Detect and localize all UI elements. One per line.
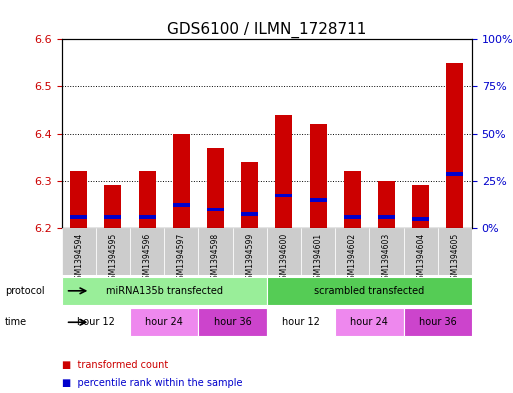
FancyBboxPatch shape: [335, 228, 369, 275]
FancyBboxPatch shape: [404, 308, 472, 336]
Bar: [446, 172, 463, 176]
Text: GSM1394601: GSM1394601: [313, 233, 323, 284]
FancyBboxPatch shape: [267, 277, 472, 305]
Text: GSM1394602: GSM1394602: [348, 233, 357, 284]
Text: GSM1394603: GSM1394603: [382, 233, 391, 284]
Bar: [139, 215, 155, 219]
FancyBboxPatch shape: [199, 308, 267, 336]
FancyBboxPatch shape: [335, 308, 404, 336]
FancyBboxPatch shape: [232, 228, 267, 275]
Bar: [309, 124, 327, 228]
Bar: [70, 215, 87, 219]
FancyBboxPatch shape: [130, 308, 199, 336]
Text: GSM1394595: GSM1394595: [108, 233, 117, 284]
Bar: [309, 198, 327, 202]
Text: GSM1394596: GSM1394596: [143, 233, 151, 284]
FancyBboxPatch shape: [267, 308, 335, 336]
Bar: [139, 171, 155, 228]
Bar: [344, 171, 361, 228]
Text: hour 12: hour 12: [282, 317, 320, 327]
Text: miRNA135b transfected: miRNA135b transfected: [106, 286, 223, 296]
Text: ■  transformed count: ■ transformed count: [62, 360, 168, 371]
Bar: [412, 217, 429, 221]
FancyBboxPatch shape: [62, 308, 130, 336]
Text: GSM1394600: GSM1394600: [280, 233, 288, 284]
FancyBboxPatch shape: [267, 228, 301, 275]
Text: hour 36: hour 36: [419, 317, 457, 327]
FancyBboxPatch shape: [96, 228, 130, 275]
Bar: [173, 203, 190, 207]
FancyBboxPatch shape: [369, 228, 404, 275]
FancyBboxPatch shape: [404, 228, 438, 275]
Bar: [70, 171, 87, 228]
Bar: [104, 185, 122, 228]
Text: GSM1394594: GSM1394594: [74, 233, 83, 284]
Bar: [344, 215, 361, 219]
Bar: [241, 212, 258, 216]
Bar: [412, 185, 429, 228]
Bar: [241, 162, 258, 228]
Text: GSM1394598: GSM1394598: [211, 233, 220, 284]
Title: GDS6100 / ILMN_1728711: GDS6100 / ILMN_1728711: [167, 22, 366, 38]
Text: time: time: [5, 317, 27, 327]
Bar: [275, 115, 292, 228]
Text: hour 36: hour 36: [214, 317, 251, 327]
Bar: [378, 181, 395, 228]
Bar: [446, 63, 463, 228]
Text: scrambled transfected: scrambled transfected: [314, 286, 424, 296]
Text: GSM1394599: GSM1394599: [245, 233, 254, 284]
FancyBboxPatch shape: [62, 277, 267, 305]
Text: protocol: protocol: [5, 286, 45, 296]
Text: hour 24: hour 24: [145, 317, 183, 327]
FancyBboxPatch shape: [301, 228, 335, 275]
FancyBboxPatch shape: [62, 228, 96, 275]
FancyBboxPatch shape: [164, 228, 199, 275]
Bar: [275, 193, 292, 197]
Text: GSM1394605: GSM1394605: [450, 233, 459, 284]
Text: hour 12: hour 12: [77, 317, 115, 327]
Bar: [104, 215, 122, 219]
FancyBboxPatch shape: [199, 228, 232, 275]
Bar: [173, 134, 190, 228]
Bar: [207, 148, 224, 228]
Text: hour 24: hour 24: [350, 317, 388, 327]
Bar: [207, 208, 224, 211]
Text: GSM1394597: GSM1394597: [177, 233, 186, 284]
Text: ■  percentile rank within the sample: ■ percentile rank within the sample: [62, 378, 242, 388]
FancyBboxPatch shape: [438, 228, 472, 275]
Bar: [378, 215, 395, 219]
Text: GSM1394604: GSM1394604: [416, 233, 425, 284]
FancyBboxPatch shape: [130, 228, 164, 275]
